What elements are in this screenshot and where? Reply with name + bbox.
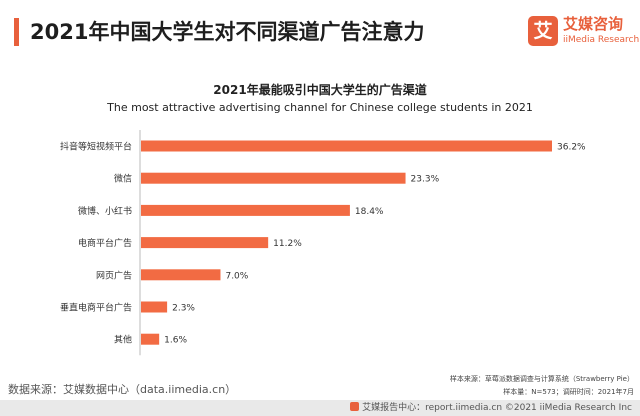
data-source: 数据来源：艾媒数据中心（data.iimedia.cn） <box>8 383 237 396</box>
bar <box>141 172 406 184</box>
sample-source-note: 样本来源：草莓派数据调查与计算系统（Strawberry Pie） <box>449 375 634 383</box>
category-label: 网页广告 <box>96 269 132 281</box>
title-accent-bar <box>14 18 19 46</box>
footer-copyright: 艾媒报告中心：report.iimedia.cn ©2021 iiMedia R… <box>350 402 632 414</box>
bar <box>141 237 269 249</box>
bar <box>141 301 168 313</box>
category-label: 其他 <box>114 334 132 346</box>
chart-subtitle: The most attractive advertising channel … <box>107 101 533 114</box>
chart-title: 2021年最能吸引中国大学生的广告渠道 <box>213 83 427 97</box>
value-label: 23.3% <box>411 175 440 185</box>
logo-name-cn: 艾媒咨询 <box>563 15 624 33</box>
category-label: 微信 <box>114 173 132 185</box>
value-label: 36.2% <box>557 143 586 153</box>
iimedia-logo: 艾 艾媒咨询 iiMedia Research <box>528 14 639 48</box>
logo-mark-char: 艾 <box>533 20 553 42</box>
logo-mark-icon: 艾 <box>528 16 558 46</box>
bar <box>141 140 552 152</box>
value-label: 18.4% <box>355 207 384 217</box>
footer-strip: 艾媒报告中心：report.iimedia.cn ©2021 iiMedia R… <box>0 400 640 416</box>
value-label: 11.2% <box>273 239 302 249</box>
sample-size-note: 样本量：N=573；调研时间：2021年7月 <box>503 388 634 396</box>
value-label: 1.6% <box>164 336 187 346</box>
copyright-text: 艾媒报告中心：report.iimedia.cn ©2021 iiMedia R… <box>362 403 632 413</box>
page-title: 2021年中国大学生对不同渠道广告注意力 <box>30 20 425 44</box>
value-label: 2.3% <box>172 304 195 314</box>
logo-name-en: iiMedia Research <box>563 35 640 45</box>
value-label: 7.0% <box>225 271 248 281</box>
bar <box>141 269 221 281</box>
bar <box>141 204 350 216</box>
category-label: 垂直电商平台广告 <box>60 302 132 314</box>
category-label: 微博、小红书 <box>78 205 132 217</box>
category-label: 抖音等短视频平台 <box>60 141 132 153</box>
bar <box>141 333 160 345</box>
category-label: 电商平台广告 <box>78 237 132 249</box>
report-center-icon <box>350 402 360 411</box>
